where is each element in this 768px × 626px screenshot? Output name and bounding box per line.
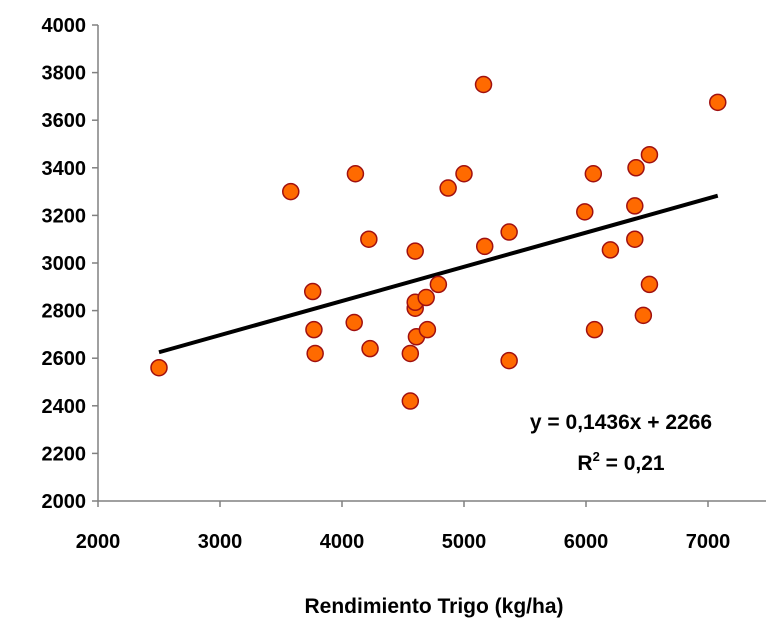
data-point [475, 237, 494, 256]
x-axis-title: Rendimiento Trigo (kg/ha) [304, 595, 563, 618]
x-tick-label: 7000 [686, 531, 731, 553]
x-tick-label: 5000 [442, 531, 487, 553]
y-tick-label: 3000 [42, 253, 87, 275]
data-point [585, 320, 604, 339]
y-tick-label: 4000 [42, 15, 87, 37]
r-squared: R2 = 0,21 [577, 449, 665, 475]
data-point [640, 275, 659, 294]
data-point [601, 241, 620, 259]
data-point [150, 358, 168, 377]
x-tick-label: 3000 [198, 531, 243, 553]
y-tick-label: 2200 [42, 443, 87, 465]
data-point [500, 351, 518, 370]
y-tick-label: 3600 [42, 110, 87, 132]
data-point [626, 230, 644, 248]
data-point [401, 344, 420, 363]
data-point [345, 313, 363, 332]
x-tick-label: 2000 [76, 531, 121, 553]
data-points [150, 75, 727, 410]
data-point [306, 344, 324, 363]
r-squared-symbol: R [577, 452, 592, 475]
y-tick-label: 3800 [42, 63, 87, 85]
data-point [584, 165, 603, 183]
y-tick-label: 2600 [42, 348, 87, 370]
r-squared-value: = 0,21 [600, 452, 665, 475]
data-point [429, 275, 448, 294]
x-tick-label: 6000 [564, 531, 609, 553]
data-point [474, 75, 493, 94]
data-point [500, 223, 518, 241]
axes [92, 24, 766, 507]
data-point [576, 203, 594, 221]
r-squared-exponent: 2 [593, 449, 600, 464]
data-point [640, 145, 659, 164]
y-tick-label: 3200 [42, 205, 87, 227]
data-point [401, 392, 420, 410]
data-point [360, 230, 378, 248]
data-point [417, 288, 435, 307]
data-point [361, 339, 379, 358]
trendline [158, 193, 719, 355]
data-point [282, 182, 300, 201]
data-point [626, 197, 644, 215]
tick-labels: 2000 2200 2400 2600 2800 3000 3200 3400 3600 3800… [42, 15, 731, 553]
data-point [303, 282, 322, 301]
data-point [634, 306, 653, 325]
data-point [439, 179, 457, 197]
y-tick-label: 3400 [42, 158, 87, 180]
data-point [455, 165, 473, 183]
data-point [346, 165, 365, 183]
data-point [418, 320, 437, 339]
x-tick-label: 4000 [320, 531, 365, 553]
trendline-group [158, 193, 719, 355]
data-point [709, 93, 727, 112]
y-tick-label: 2000 [42, 491, 87, 513]
regression-equation: y = 0,1436x + 2266 [530, 411, 712, 434]
data-point [305, 320, 323, 339]
data-point [406, 242, 424, 260]
y-tick-label: 2800 [42, 301, 87, 323]
data-point [627, 159, 645, 177]
y-tick-label: 2400 [42, 396, 87, 418]
